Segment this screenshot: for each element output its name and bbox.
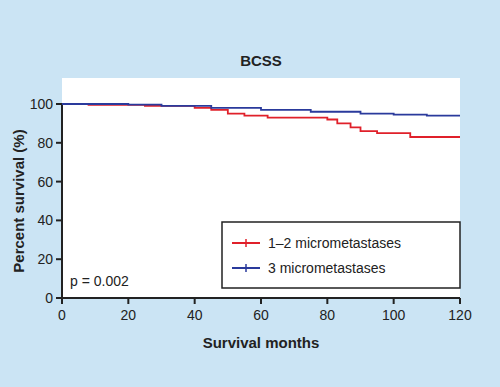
x-tick [326,298,328,304]
y-tick [56,219,62,221]
survival-curve [62,104,460,137]
x-tick-label: 60 [253,307,269,323]
y-tick-label: 100 [30,96,54,112]
legend-label: 1–2 micrometastases [268,235,401,251]
x-tick-label: 40 [187,307,203,323]
x-tick [194,298,196,304]
y-tick-label: 60 [37,174,53,190]
y-tick [56,103,62,105]
y-tick-label: 0 [45,290,53,306]
x-tick [393,298,395,304]
x-tick-label: 100 [382,307,406,323]
annotation: p = 0.002 [70,273,129,289]
x-tick [127,298,129,304]
x-tick [459,298,461,304]
y-tick-label: 20 [37,251,53,267]
chart: BCSS 0 20 40 60 80 100 0 20 40 60 80 100 120 Survival … [0,0,500,387]
y-tick [56,181,62,183]
y-tick [56,142,62,144]
y-axis-label: Percent survival (%) [10,129,27,272]
y-tick [56,258,62,260]
title: BCSS [240,52,282,69]
legend: 1–2 micrometastases 3 micrometastases [222,222,460,288]
x-tick-label: 0 [58,307,66,323]
x-tick-label: 120 [448,307,472,323]
series-group [62,104,460,137]
x-tick-label: 20 [121,307,137,323]
legend-label: 3 micrometastases [268,260,385,276]
background [0,0,500,387]
x-tick-label: 80 [320,307,336,323]
x-axis-label: Survival months [203,334,320,351]
x-tick [260,298,262,304]
legend-box [222,222,460,288]
y-tick-label: 40 [37,212,53,228]
y-axis [61,104,63,298]
legend-swatch-tick [245,264,247,272]
survival-curve [62,104,460,117]
x-tick [61,298,63,304]
y-tick-label: 80 [37,135,53,151]
legend-swatch-tick [245,239,247,247]
plot-area [62,78,460,298]
